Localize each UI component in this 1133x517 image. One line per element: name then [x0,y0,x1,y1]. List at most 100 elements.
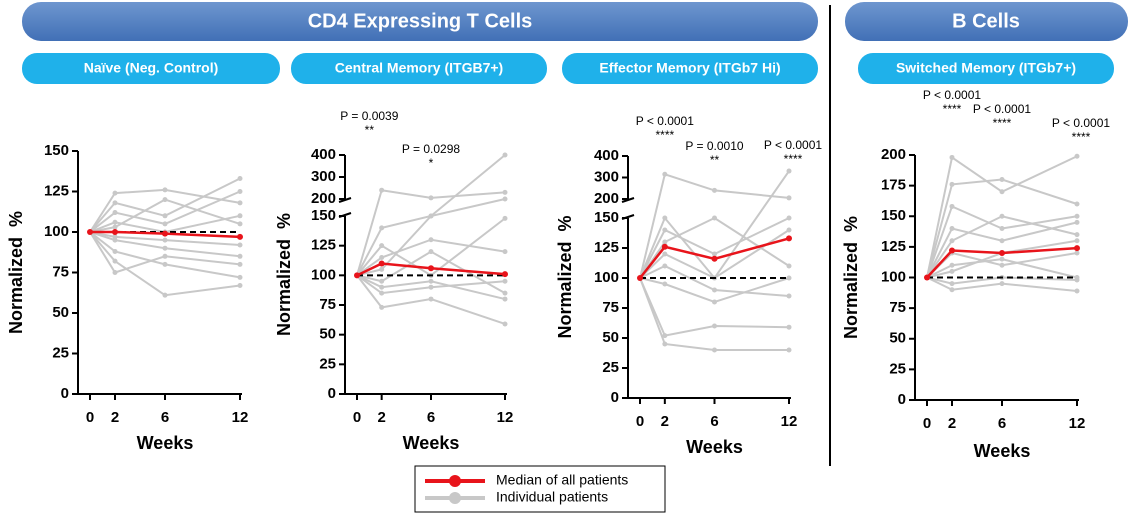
subtitle-pill [291,53,547,84]
data-point [428,249,434,255]
p-value: P = 0.0010 [685,139,743,153]
data-point [1074,277,1080,283]
data-point [637,275,643,281]
data-point [786,347,792,353]
data-point [428,296,434,302]
p-value: P = 0.0298 [402,142,460,156]
series-line [639,264,790,297]
series-line [639,277,789,351]
series-line [639,229,790,280]
series-line [90,230,241,239]
significance-stars: * [429,156,434,170]
data-point [162,261,168,267]
data-point [661,243,668,250]
data-point [999,213,1005,219]
data-point [662,215,668,221]
significance-stars: **** [993,116,1012,130]
data-point [502,249,508,255]
data-point [949,154,955,160]
data-point [999,238,1005,244]
data-point [237,221,243,227]
data-point [428,278,434,284]
y-tick-label: 300 [594,168,619,185]
data-point [949,238,955,244]
data-point [662,171,668,177]
data-point [162,237,168,243]
series-line [926,246,1078,279]
y-tick-label: 150 [594,209,619,226]
x-tick-label: 12 [232,409,249,426]
chart-title: Central Memory (ITGB7+) [335,60,503,76]
data-point [237,233,243,240]
series-line [639,216,790,279]
data-point [237,261,243,267]
y-tick-label: 150 [881,207,906,224]
significance-stars: ** [710,153,720,167]
data-point [786,215,792,221]
data-point [786,168,792,174]
data-point [1074,219,1080,225]
y-tick-label: 100 [881,268,906,285]
data-point [112,224,118,230]
y-tick-label: 100 [594,269,619,286]
y-tick-label: 0 [611,389,619,406]
series-line [89,231,241,246]
chart-title: Naïve (Neg. Control) [84,60,219,76]
data-point [502,215,508,221]
data-point [662,239,668,245]
series-line [639,277,790,304]
x-tick-label: 2 [661,413,669,430]
series-line [639,172,790,279]
data-point [112,210,118,216]
data-point [237,242,243,248]
p-value: P < 0.0001 [923,88,981,102]
series-line [356,189,506,276]
data-point [712,299,717,305]
data-point [237,189,243,194]
significance-stars: **** [943,102,962,116]
series-line [356,238,506,277]
y-tick-label: 50 [889,330,906,347]
series-line [356,274,506,301]
y-tick-label: 200 [594,190,619,207]
series-line [926,221,1078,278]
y-axis-label: Normalized % [6,211,26,334]
data-point [379,304,385,310]
legend-label: Median of all patients [496,472,628,488]
data-point [949,262,955,268]
data-point [502,196,508,202]
legend-label: Individual patients [496,489,608,505]
y-tick-label: 150 [311,207,336,224]
series-line [926,239,1078,279]
y-tick-label: 0 [328,385,336,402]
data-point [662,341,668,347]
subtitle-pill [858,53,1114,84]
data-point [379,225,385,231]
series-line [89,190,241,233]
data-point [1074,201,1080,207]
y-tick-label: 25 [889,360,906,377]
series-line [356,198,506,277]
header-banner [22,2,818,41]
data-point [428,237,434,243]
data-point [112,200,118,206]
data-point [662,281,668,287]
x-axis-label: Weeks [137,433,194,453]
data-point [162,230,168,237]
data-point [112,248,118,254]
data-point [112,270,118,275]
data-point [379,278,385,284]
data-point [502,189,508,195]
data-point [999,189,1005,195]
data-point [502,271,508,278]
data-point [786,195,792,201]
data-point [949,226,955,231]
legend-marker [449,475,461,487]
y-tick-label: 175 [881,177,906,194]
series-line [356,274,506,325]
y-tick-label: 75 [889,299,906,316]
data-point [949,287,955,293]
data-point [999,226,1005,231]
data-point [662,227,668,233]
y-tick-label: 50 [319,326,336,343]
